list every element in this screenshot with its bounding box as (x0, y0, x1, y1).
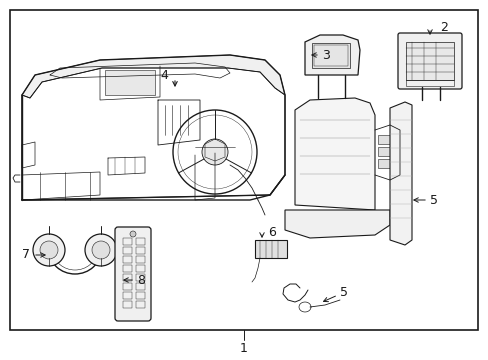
Text: 7: 7 (22, 248, 30, 261)
Bar (123, 301, 132, 308)
Bar (136, 247, 145, 254)
FancyBboxPatch shape (115, 227, 151, 321)
Bar (136, 292, 145, 299)
Bar (123, 256, 132, 263)
Bar (136, 283, 145, 290)
Circle shape (33, 234, 65, 266)
Bar (377, 159, 392, 168)
Bar (136, 238, 145, 245)
Bar (105, 70, 155, 95)
Circle shape (202, 139, 227, 165)
Bar (136, 256, 145, 263)
Bar (10, 10, 477, 330)
Bar (123, 238, 132, 245)
Circle shape (40, 241, 58, 259)
Circle shape (130, 231, 136, 237)
Text: 5: 5 (339, 287, 347, 300)
Bar (123, 265, 132, 272)
Text: 4: 4 (160, 68, 167, 81)
Circle shape (92, 241, 110, 259)
Text: 1: 1 (240, 342, 247, 355)
Text: 8: 8 (137, 274, 145, 287)
Bar (136, 301, 145, 308)
Bar (313, 45, 347, 66)
Circle shape (85, 234, 117, 266)
Bar (123, 283, 132, 290)
Polygon shape (305, 35, 359, 75)
Bar (123, 292, 132, 299)
Text: 2: 2 (439, 21, 447, 33)
Text: 3: 3 (321, 49, 329, 62)
Bar (405, 42, 453, 80)
Bar (254, 240, 286, 258)
Bar (123, 274, 132, 281)
Text: 5: 5 (429, 194, 437, 207)
FancyBboxPatch shape (397, 33, 461, 89)
Polygon shape (294, 98, 374, 210)
Bar (136, 274, 145, 281)
Text: 6: 6 (267, 225, 275, 239)
Polygon shape (285, 210, 389, 238)
Bar (136, 265, 145, 272)
Bar (311, 43, 349, 68)
Polygon shape (22, 55, 285, 98)
Bar (377, 147, 392, 156)
Bar (377, 135, 392, 144)
Bar (123, 247, 132, 254)
Polygon shape (389, 102, 411, 245)
